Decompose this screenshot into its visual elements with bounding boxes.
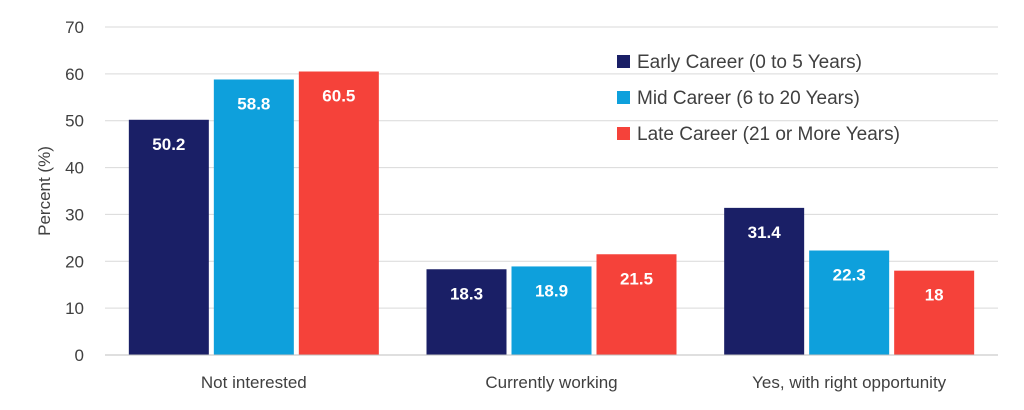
bar-1-1: [511, 266, 592, 355]
legend-swatch-1: [617, 91, 630, 104]
legend-label-1: Mid Career (6 to 20 Years): [637, 88, 860, 109]
y-tick-label-70: 70: [65, 18, 84, 37]
legend-swatch-0: [617, 55, 630, 68]
bar-1-0: [426, 269, 507, 355]
data-label-1-0: 18.3: [450, 284, 483, 303]
y-tick-label-50: 50: [65, 112, 84, 131]
data-labels: 50.2 58.8 60.5 18.3 18.9 21.5 31.4 22.3 18: [152, 87, 943, 305]
bar-1-2: [596, 254, 677, 355]
category-labels: Not interested Currently working Yes, with…: [201, 373, 947, 392]
y-tick-label-10: 10: [65, 299, 84, 318]
legend-swatch-2: [617, 127, 630, 140]
data-label-1-1: 18.9: [535, 281, 568, 300]
y-tick-label-60: 60: [65, 65, 84, 84]
data-label-0-2: 60.5: [322, 87, 355, 106]
bar-2-1: [809, 250, 890, 355]
data-label-0-1: 58.8: [237, 94, 270, 113]
bar-0-1: [213, 79, 294, 355]
y-tick-label-0: 0: [75, 346, 84, 365]
data-label-2-2: 18: [925, 286, 944, 305]
y-tick-label-20: 20: [65, 252, 84, 271]
data-label-1-2: 21.5: [620, 269, 653, 288]
data-label-2-0: 31.4: [748, 223, 782, 242]
category-label-1: Currently working: [485, 373, 617, 392]
y-axis-label: Percent (%): [35, 146, 54, 236]
y-tick-label-40: 40: [65, 159, 84, 178]
category-label-0: Not interested: [201, 373, 307, 392]
bar-0-0: [128, 119, 209, 355]
legend-label-0: Early Career (0 to 5 Years): [637, 52, 862, 73]
bar-0-2: [298, 71, 379, 355]
bars: [128, 71, 975, 355]
legend: Early Career (0 to 5 Years) Mid Career (6…: [617, 52, 900, 145]
bar-2-0: [724, 207, 805, 355]
legend-label-2: Late Career (21 or More Years): [637, 124, 900, 145]
y-axis-ticks: 0 10 20 30 40 50 60 70: [65, 18, 84, 365]
data-label-0-0: 50.2: [152, 135, 185, 154]
bar-2-2: [894, 270, 975, 355]
y-tick-label-30: 30: [65, 205, 84, 224]
category-label-2: Yes, with right opportunity: [752, 373, 947, 392]
data-label-2-1: 22.3: [833, 266, 866, 285]
